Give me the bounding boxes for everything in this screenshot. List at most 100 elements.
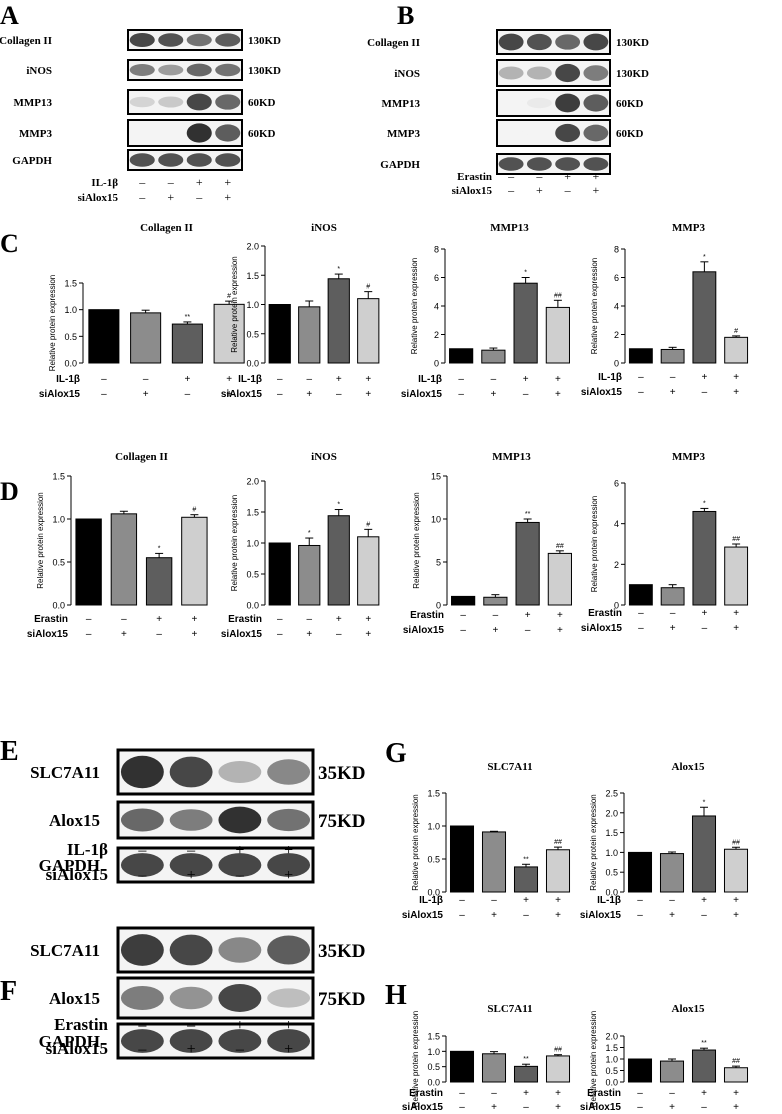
y-tick-label: 0 bbox=[436, 601, 441, 611]
blot-frame bbox=[116, 800, 315, 840]
bar-1 bbox=[75, 518, 102, 606]
treatment-sign: – bbox=[669, 895, 675, 906]
bar-1 bbox=[627, 1058, 653, 1083]
treatment-sign: – bbox=[670, 372, 676, 383]
blot-band bbox=[267, 1029, 311, 1053]
y-tick-label: 0.5 bbox=[605, 1066, 618, 1076]
y-tick-label: 0.0 bbox=[605, 888, 618, 898]
blot-band bbox=[555, 63, 581, 83]
blot-row-label: iNOS bbox=[394, 68, 420, 80]
y-tick-label: 0.5 bbox=[427, 1062, 440, 1072]
y-tick-label: 2.5 bbox=[605, 789, 618, 799]
blot-treatment-row: Erastin – – + + bbox=[54, 1015, 293, 1034]
blot-treatment-sign: – bbox=[186, 842, 196, 859]
treatment-sign: – bbox=[701, 1102, 707, 1113]
blot-band bbox=[169, 1029, 213, 1053]
y-tick-label: 0.5 bbox=[246, 329, 259, 339]
treatment-sign: – bbox=[156, 629, 162, 640]
y-tick-label: 2.0 bbox=[246, 477, 259, 487]
blot-row-label: Collagen II bbox=[367, 37, 420, 49]
blot-treatment-sign: – bbox=[564, 183, 572, 197]
blot-band bbox=[215, 94, 241, 110]
bar-3 bbox=[513, 1065, 539, 1083]
treatment-sign: + bbox=[701, 895, 707, 906]
treatment-sign: – bbox=[101, 389, 107, 400]
blot-band bbox=[169, 934, 213, 966]
treatment-sign: – bbox=[523, 910, 529, 921]
y-tick-label: 1.5 bbox=[64, 279, 77, 289]
panel-letter-c: C bbox=[0, 229, 19, 258]
bar-3 bbox=[327, 278, 350, 364]
y-tick-label: 0.0 bbox=[427, 888, 440, 898]
significance-mark: ## bbox=[556, 543, 564, 550]
treatment-sign: – bbox=[277, 374, 283, 385]
y-tick-label: 0.5 bbox=[605, 868, 618, 878]
bar-1 bbox=[268, 542, 291, 606]
y-tick-label: 0.0 bbox=[246, 601, 259, 611]
treatment-sign: + bbox=[670, 623, 676, 634]
y-tick-label: 1.0 bbox=[52, 515, 65, 525]
blot-treatment-sign: – bbox=[137, 867, 147, 884]
treatment-label: IL-1β bbox=[419, 895, 443, 906]
y-axis-label: Relative protein expression bbox=[590, 258, 599, 355]
blot-band bbox=[120, 755, 164, 789]
blot-row-collagen-ii: Collagen II 130KD bbox=[367, 29, 649, 55]
blot-band bbox=[120, 934, 164, 966]
treatment-sign: + bbox=[336, 614, 342, 625]
y-axis-label: Relative protein expression bbox=[230, 495, 239, 592]
treatment-sign: + bbox=[733, 1102, 739, 1113]
y-tick-label: 1.0 bbox=[246, 539, 259, 549]
blot-frame bbox=[127, 29, 243, 51]
blot-treatment-sign: + bbox=[284, 1017, 293, 1034]
significance-mark: ** bbox=[523, 1056, 529, 1063]
treatment-sign: – bbox=[491, 374, 497, 385]
treatment-sign: – bbox=[637, 1088, 643, 1099]
blot-treatment-sign: – bbox=[535, 169, 543, 183]
blot-treatment-sign: + bbox=[187, 1041, 196, 1058]
treatment-sign: – bbox=[669, 1088, 675, 1099]
treatment-label: IL-1β bbox=[598, 372, 622, 383]
blot-band bbox=[526, 33, 552, 51]
blot-panel-b: Collagen II 130KD iNOS 130KD MMP13 60KD MMP3 60… bbox=[367, 29, 649, 197]
blot-kd-label: 60KD bbox=[616, 98, 644, 110]
bar-2 bbox=[481, 1053, 507, 1083]
blot-row-mmp3: MMP3 60KD bbox=[19, 119, 276, 147]
blot-band bbox=[498, 33, 524, 51]
bar-2 bbox=[298, 544, 321, 606]
blot-row-slc7a11: SLC7A11 35KD bbox=[30, 748, 366, 796]
y-axis-label: Relative protein expression bbox=[230, 256, 239, 353]
blot-band bbox=[218, 806, 262, 834]
blot-treatment-sign: + bbox=[284, 1041, 293, 1058]
y-tick-label: 0 bbox=[614, 601, 619, 611]
treatment-label: siAlox15 bbox=[27, 629, 69, 640]
y-tick-label: 2.0 bbox=[605, 1032, 618, 1042]
chart-h-slc7a11: SLC7A11 0.0 0.5 1.0 1.5 Relative protein expr… bbox=[402, 1003, 571, 1113]
blot-row-gapdh: GAPDH bbox=[39, 846, 315, 884]
y-tick-label: 0 bbox=[614, 359, 619, 369]
blot-kd-label: 130KD bbox=[248, 35, 281, 47]
treatment-sign: + bbox=[525, 610, 531, 621]
treatment-sign: – bbox=[143, 374, 149, 385]
treatment-sign: + bbox=[156, 614, 162, 625]
y-tick-label: 2.0 bbox=[605, 808, 618, 818]
blot-kd-label: 35KD bbox=[318, 763, 366, 784]
blot-treatment-label: IL-1β bbox=[91, 177, 118, 189]
blot-treatment-row: IL-1β – – + + bbox=[67, 840, 293, 859]
bar-1 bbox=[449, 348, 474, 364]
treatment-sign: + bbox=[555, 910, 561, 921]
treatment-label: Erastin bbox=[228, 614, 262, 625]
bar-3 bbox=[145, 557, 173, 606]
y-tick-label: 6 bbox=[434, 273, 439, 283]
treatment-label: siAlox15 bbox=[39, 389, 81, 400]
y-tick-label: 0.5 bbox=[246, 570, 259, 580]
y-tick-label: 0.5 bbox=[64, 332, 77, 342]
bar-1 bbox=[628, 348, 653, 364]
blot-band bbox=[498, 157, 524, 171]
treatment-sign: – bbox=[525, 625, 531, 636]
treatment-label: Erastin bbox=[587, 1088, 621, 1099]
blot-treatment-sign: – bbox=[137, 1017, 147, 1034]
treatment-sign: + bbox=[557, 610, 563, 621]
blot-band bbox=[555, 123, 581, 143]
